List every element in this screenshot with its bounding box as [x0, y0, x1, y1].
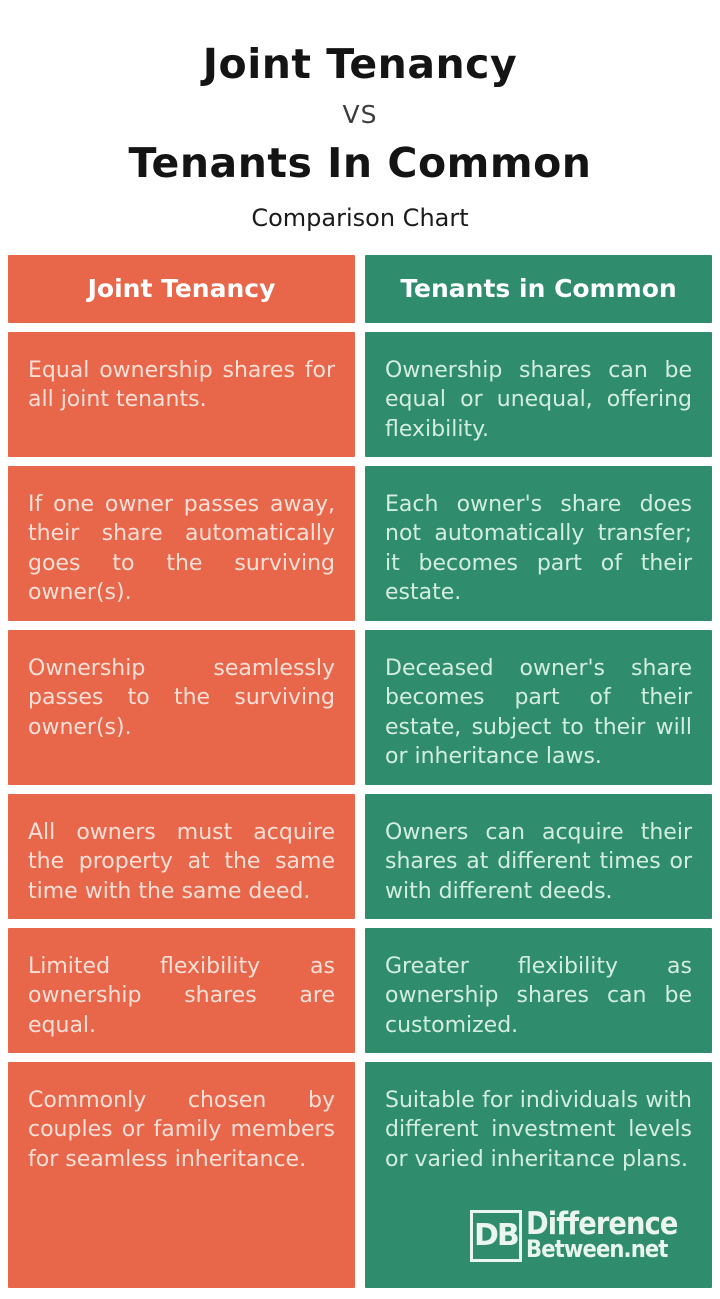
title-block: Joint Tenancy VS Tenants In Common Compa…: [0, 0, 720, 233]
table-header-row: Joint Tenancy Tenants in Common: [8, 255, 712, 323]
jt-cell-2: If one owner passes away, their share au…: [8, 466, 355, 621]
comparison-table: Joint Tenancy Tenants in Common Equal ow…: [8, 255, 712, 1297]
jt-cell-4: All owners must acquire the property at …: [8, 794, 355, 919]
table-row: Commonly chosen by couples or family mem…: [8, 1062, 712, 1288]
chart-subtitle: Comparison Chart: [251, 204, 469, 232]
differencebetween-logo: DB Difference Between.net: [469, 1206, 698, 1264]
column-header-joint-tenancy: Joint Tenancy: [8, 255, 355, 323]
jt-cell-5: Limited flexibility as ownership shares …: [8, 928, 355, 1053]
column-header-tenants-in-common: Tenants in Common: [365, 255, 712, 323]
table-row: Ownership seamlessly passes to the survi…: [8, 630, 712, 785]
title-line-1: Joint Tenancy: [202, 40, 518, 88]
db-logo-icon: DB: [469, 1210, 522, 1262]
table-row: All owners must acquire the property at …: [8, 794, 712, 919]
logo-line-difference: Difference: [525, 1206, 678, 1243]
tic-cell-5: Greater flexibility as ownership shares …: [365, 928, 712, 1053]
tic-cell-4: Owners can acquire their shares at diffe…: [365, 794, 712, 919]
tic-cell-6: Suitable for individuals with different …: [365, 1062, 712, 1288]
table-row: If one owner passes away, their share au…: [8, 466, 712, 621]
jt-cell-3: Ownership seamlessly passes to the survi…: [8, 630, 355, 785]
tic-cell-6-text: Suitable for individuals with different …: [385, 1088, 692, 1172]
vs-label: VS: [342, 100, 378, 129]
table-row: Limited flexibility as ownership shares …: [8, 928, 712, 1053]
title-line-2: Tenants In Common: [128, 139, 592, 187]
jt-cell-1: Equal ownership shares for all joint ten…: [8, 332, 355, 457]
tic-cell-1: Ownership shares can be equal or unequal…: [365, 332, 712, 457]
tic-cell-3: Deceased owner's share becomes part of t…: [365, 630, 712, 785]
table-row: Equal ownership shares for all joint ten…: [8, 332, 712, 457]
logo-line-between-net: Between.net: [525, 1235, 668, 1264]
logo-wordmark: Difference Between.net: [525, 1206, 678, 1264]
tic-cell-2: Each owner's share does not automaticall…: [365, 466, 712, 621]
jt-cell-6: Commonly chosen by couples or family mem…: [8, 1062, 355, 1288]
